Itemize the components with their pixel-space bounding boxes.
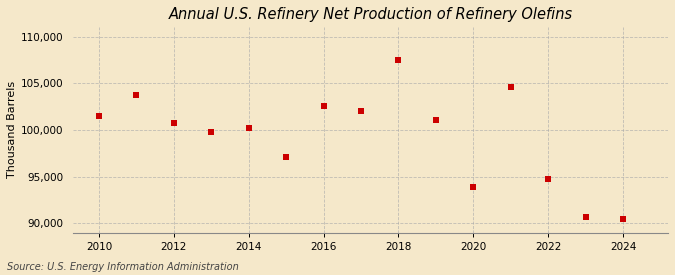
Point	[318, 103, 329, 108]
Point	[169, 121, 180, 126]
Point	[393, 58, 404, 62]
Point	[580, 214, 591, 219]
Y-axis label: Thousand Barrels: Thousand Barrels	[7, 81, 17, 178]
Point	[131, 93, 142, 98]
Point	[206, 130, 217, 134]
Point	[94, 114, 105, 118]
Title: Annual U.S. Refinery Net Production of Refinery Olefins: Annual U.S. Refinery Net Production of R…	[168, 7, 572, 22]
Point	[281, 155, 292, 159]
Point	[506, 85, 516, 89]
Point	[356, 109, 367, 114]
Point	[543, 177, 554, 182]
Point	[431, 117, 441, 122]
Text: Source: U.S. Energy Information Administration: Source: U.S. Energy Information Administ…	[7, 262, 238, 272]
Point	[468, 185, 479, 189]
Point	[618, 216, 628, 221]
Point	[243, 126, 254, 130]
